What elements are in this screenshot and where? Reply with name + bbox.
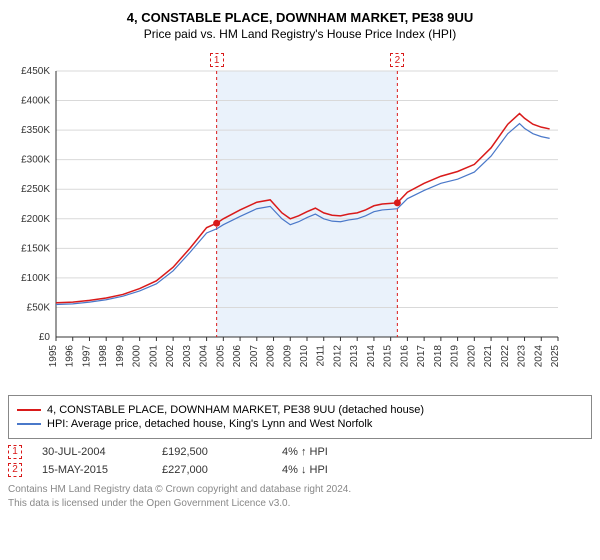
svg-text:1998: 1998 xyxy=(98,345,109,368)
svg-text:2020: 2020 xyxy=(466,345,477,368)
footer: Contains HM Land Registry data © Crown c… xyxy=(8,483,592,511)
svg-text:2019: 2019 xyxy=(450,345,461,368)
svg-text:2023: 2023 xyxy=(517,345,528,368)
line-chart: £0 £50K £100K £150K £200K £250K £300K £350K £400… xyxy=(8,47,568,387)
svg-text:1997: 1997 xyxy=(81,345,92,368)
svg-text:2012: 2012 xyxy=(332,345,343,368)
svg-text:2018: 2018 xyxy=(433,345,444,368)
svg-text:2006: 2006 xyxy=(232,345,243,368)
svg-text:2011: 2011 xyxy=(316,345,327,367)
legend-swatch xyxy=(17,423,41,425)
svg-text:2021: 2021 xyxy=(483,345,494,368)
svg-text:£250K: £250K xyxy=(21,184,50,195)
sale-marker: 1 xyxy=(8,445,22,459)
svg-text:1996: 1996 xyxy=(65,345,76,368)
svg-text:2025: 2025 xyxy=(550,345,561,368)
footer-line: This data is licensed under the Open Gov… xyxy=(8,497,592,511)
sale-date: 15-MAY-2015 xyxy=(42,464,142,476)
chart-titles: 4, CONSTABLE PLACE, DOWNHAM MARKET, PE38… xyxy=(8,10,592,41)
svg-text:£150K: £150K xyxy=(21,243,50,254)
svg-text:2001: 2001 xyxy=(148,345,159,368)
legend: 4, CONSTABLE PLACE, DOWNHAM MARKET, PE38… xyxy=(8,395,592,439)
svg-text:£400K: £400K xyxy=(21,96,50,107)
vline-marker: 2 xyxy=(390,53,404,67)
svg-text:2013: 2013 xyxy=(349,345,360,368)
footer-line: Contains HM Land Registry data © Crown c… xyxy=(8,483,592,497)
vline-marker: 1 xyxy=(210,53,224,67)
svg-text:£300K: £300K xyxy=(21,155,50,166)
svg-text:£200K: £200K xyxy=(21,214,50,225)
svg-text:2005: 2005 xyxy=(215,345,226,368)
sale-delta: 4% ↓ HPI xyxy=(282,464,382,476)
svg-text:1995: 1995 xyxy=(48,345,59,368)
svg-text:£0: £0 xyxy=(39,332,51,343)
sales-table: 1 30-JUL-2004 £192,500 4% ↑ HPI 2 15-MAY… xyxy=(8,445,592,477)
sale-marker: 2 xyxy=(8,463,22,477)
sale-price: £227,000 xyxy=(162,464,262,476)
svg-text:2003: 2003 xyxy=(182,345,193,368)
svg-text:2009: 2009 xyxy=(282,345,293,368)
sale-date: 30-JUL-2004 xyxy=(42,446,142,458)
svg-text:2002: 2002 xyxy=(165,345,176,368)
svg-text:2014: 2014 xyxy=(366,345,377,368)
svg-text:2016: 2016 xyxy=(399,345,410,368)
sale-row: 1 30-JUL-2004 £192,500 4% ↑ HPI xyxy=(8,445,592,459)
svg-text:2008: 2008 xyxy=(266,345,277,368)
legend-row: 4, CONSTABLE PLACE, DOWNHAM MARKET, PE38… xyxy=(17,404,583,416)
legend-label: 4, CONSTABLE PLACE, DOWNHAM MARKET, PE38… xyxy=(47,404,424,416)
svg-text:£350K: £350K xyxy=(21,125,50,136)
chart-subtitle: Price paid vs. HM Land Registry's House … xyxy=(8,27,592,41)
sale-delta: 4% ↑ HPI xyxy=(282,446,382,458)
svg-text:2024: 2024 xyxy=(533,345,544,368)
chart-container: 4, CONSTABLE PLACE, DOWNHAM MARKET, PE38… xyxy=(8,10,592,511)
svg-text:£100K: £100K xyxy=(21,273,50,284)
chart-area: £0 £50K £100K £150K £200K £250K £300K £350K £400… xyxy=(8,47,592,387)
sale-price: £192,500 xyxy=(162,446,262,458)
svg-text:2004: 2004 xyxy=(199,345,210,368)
svg-text:2022: 2022 xyxy=(500,345,511,368)
legend-swatch xyxy=(17,409,41,411)
svg-text:2010: 2010 xyxy=(299,345,310,368)
legend-row: HPI: Average price, detached house, King… xyxy=(17,418,583,430)
svg-text:2015: 2015 xyxy=(383,345,394,368)
svg-text:1999: 1999 xyxy=(115,345,126,368)
chart-title: 4, CONSTABLE PLACE, DOWNHAM MARKET, PE38… xyxy=(8,10,592,25)
legend-label: HPI: Average price, detached house, King… xyxy=(47,418,372,430)
svg-text:£50K: £50K xyxy=(27,302,51,313)
svg-text:2000: 2000 xyxy=(132,345,143,368)
svg-text:2007: 2007 xyxy=(249,345,260,368)
svg-text:£450K: £450K xyxy=(21,66,50,77)
sale-row: 2 15-MAY-2015 £227,000 4% ↓ HPI xyxy=(8,463,592,477)
svg-text:2017: 2017 xyxy=(416,345,427,368)
